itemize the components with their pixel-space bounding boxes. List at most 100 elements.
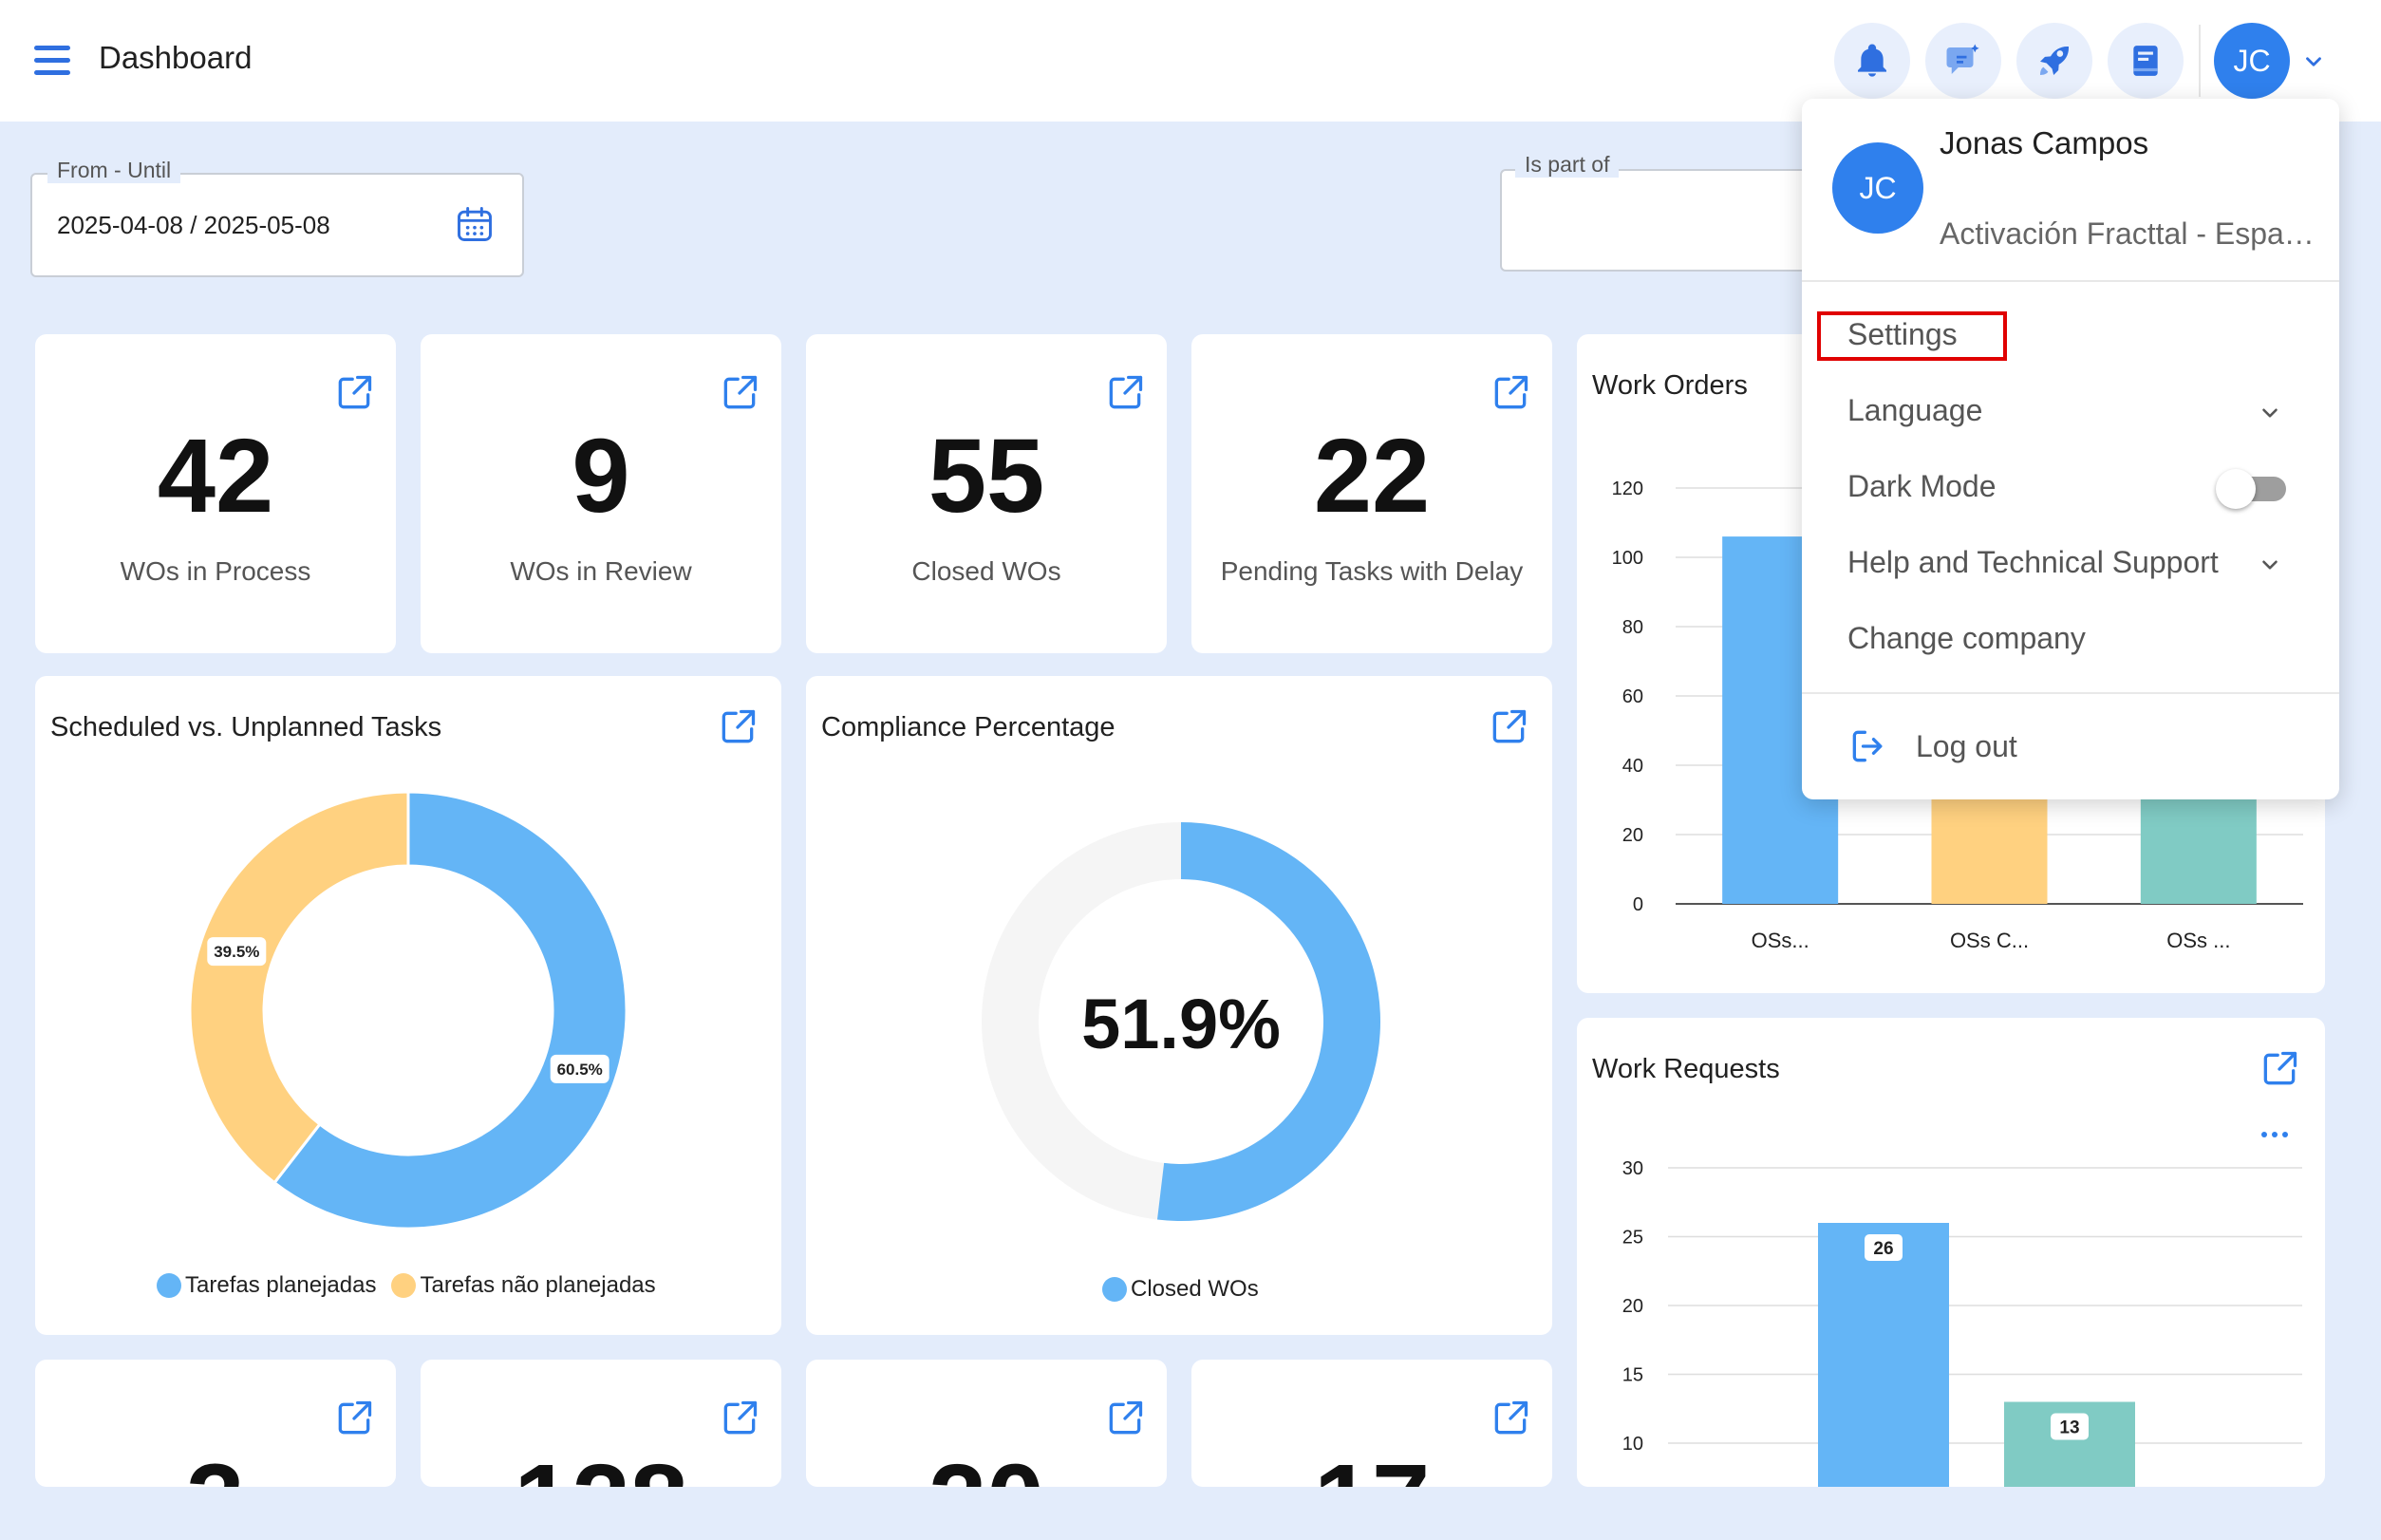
card-title: Compliance Percentage — [821, 712, 1116, 742]
knowledge-base-button[interactable] — [2108, 23, 2184, 99]
kpi-value: 128 — [421, 1441, 781, 1487]
kpi-value: 22 — [1313, 418, 1431, 535]
x-tick-label: OSs ... — [2166, 929, 2230, 952]
scheduled-donut-chart: 60.5% 39.5% — [188, 790, 628, 1230]
menu-item-logout[interactable]: Log out — [1916, 729, 2017, 763]
kpi-card-closed-wos[interactable]: 55 Closed WOs — [806, 334, 1167, 653]
kpi-card-bottom[interactable]: 20 — [806, 1360, 1167, 1487]
open-external-icon[interactable] — [717, 706, 759, 748]
bar-value-label: 26 — [1873, 1239, 1893, 1259]
open-external-icon[interactable] — [1104, 1398, 1146, 1439]
y-tick-label: 0 — [1633, 894, 1643, 915]
whats-new-button[interactable] — [2016, 23, 2092, 99]
more-options-icon[interactable] — [2260, 1130, 2289, 1139]
kpi-label: WOs in Process — [120, 556, 311, 586]
bell-icon — [1858, 44, 1886, 77]
user-avatar-button[interactable]: JC — [2214, 23, 2290, 99]
y-tick-label: 40 — [1622, 756, 1643, 777]
open-external-icon[interactable] — [1104, 372, 1146, 414]
kpi-value: 17 — [1191, 1441, 1552, 1487]
kpi-value: 55 — [928, 418, 1045, 535]
kpi-card-bottom[interactable]: 128 — [421, 1360, 781, 1487]
legend-swatch — [157, 1273, 181, 1298]
rocket-icon — [2040, 47, 2069, 75]
logout-icon[interactable] — [1847, 725, 1889, 767]
open-external-icon[interactable] — [719, 372, 760, 414]
date-range-label: From - Until — [47, 158, 181, 183]
menu-item-settings[interactable]: Settings — [1847, 317, 1958, 351]
kpi-value: 20 — [806, 1441, 1167, 1487]
kpi-card-wos-in-review[interactable]: 9 WOs in Review — [421, 334, 781, 653]
menu-item-change-company[interactable]: Change company — [1847, 621, 2086, 655]
work-requests-bar-chart: 10 15 20 25 30 26 13 — [1622, 1158, 2302, 1487]
x-tick-label: OSs... — [1752, 929, 1809, 952]
y-tick-label: 15 — [1622, 1365, 1643, 1386]
open-external-icon[interactable] — [2259, 1048, 2300, 1090]
y-tick-label: 100 — [1612, 548, 1643, 569]
assistant-chat-button[interactable] — [1925, 23, 2001, 99]
compliance-center-value: 51.9% — [1081, 985, 1281, 1063]
open-external-icon[interactable] — [719, 1398, 760, 1439]
open-external-icon[interactable] — [333, 1398, 375, 1439]
donut-slice[interactable] — [188, 790, 410, 1185]
slice-value-label: 60.5% — [557, 1061, 603, 1079]
legend-swatch — [391, 1273, 417, 1298]
notifications-button[interactable] — [1834, 23, 1910, 99]
work-requests-card: Work Requests 10 15 20 25 30 26 13 — [1577, 1018, 2325, 1487]
chart-legend: Closed WOs — [1102, 1276, 1259, 1303]
y-tick-label: 20 — [1622, 1296, 1643, 1317]
slice-value-bubble — [207, 937, 267, 967]
user-menu-avatar: JC — [1832, 142, 1923, 234]
kpi-card-wos-in-process[interactable]: 42 WOs in Process — [35, 334, 396, 653]
open-external-icon[interactable] — [333, 372, 375, 414]
donut-slice[interactable] — [1156, 822, 1380, 1221]
kpi-value: 42 — [157, 418, 274, 535]
legend-label[interactable]: Tarefas não planejadas — [420, 1272, 656, 1298]
chart-legend: Tarefas planejadas Tarefas não planejada… — [157, 1272, 656, 1299]
settings-highlight-box — [1817, 311, 2007, 361]
y-tick-label: 10 — [1622, 1434, 1643, 1455]
y-tick-label: 20 — [1622, 825, 1643, 846]
kpi-card-pending-tasks-delay[interactable]: 22 Pending Tasks with Delay — [1191, 334, 1552, 653]
chevron-down-icon[interactable] — [2258, 553, 2282, 577]
is-part-of-label: Is part of — [1515, 152, 1620, 178]
donut-slice[interactable] — [272, 790, 628, 1230]
open-external-icon[interactable] — [1488, 706, 1529, 748]
menu-divider — [1802, 692, 2339, 694]
y-tick-label: 60 — [1622, 686, 1643, 707]
legend-label[interactable]: Closed WOs — [1131, 1276, 1259, 1302]
date-range-field[interactable] — [30, 173, 524, 277]
dark-mode-toggle[interactable] — [2216, 469, 2288, 509]
compliance-card: Compliance Percentage 51.9% Closed WOs — [806, 676, 1552, 1335]
menu-item-language[interactable]: Language — [1847, 393, 1983, 427]
kpi-label: Pending Tasks with Delay — [1220, 556, 1524, 586]
open-external-icon[interactable] — [1490, 1398, 1531, 1439]
header-divider — [2199, 25, 2201, 97]
book-icon — [2133, 46, 2158, 76]
kpi-label: WOs in Review — [510, 556, 692, 586]
slice-value-bubble — [550, 1054, 609, 1083]
bar-value-label: 13 — [2059, 1418, 2079, 1438]
menu-divider — [1802, 280, 2339, 282]
menu-item-help-support[interactable]: Help and Technical Support — [1847, 545, 2219, 579]
kpi-card-bottom[interactable]: 17 — [1191, 1360, 1552, 1487]
scheduled-unplanned-card: Scheduled vs. Unplanned Tasks 60.5% 39.5%… — [35, 676, 781, 1335]
legend-label[interactable]: Tarefas planejadas — [185, 1272, 377, 1298]
bar[interactable] — [1818, 1223, 1949, 1487]
calendar-icon[interactable] — [454, 203, 496, 245]
user-menu-company[interactable]: Activación Fracttal - Español — [1940, 216, 2319, 251]
y-tick-label: 25 — [1622, 1228, 1643, 1249]
kpi-card-bottom[interactable]: 3 — [35, 1360, 396, 1487]
kpi-label: Closed WOs — [911, 556, 1061, 586]
page-title: Dashboard — [99, 40, 253, 75]
open-external-icon[interactable] — [1490, 372, 1531, 414]
y-tick-label: 80 — [1622, 617, 1643, 638]
chat-sparkle-icon — [1946, 44, 1979, 74]
kpi-value: 3 — [35, 1441, 396, 1487]
y-tick-label: 30 — [1622, 1158, 1643, 1179]
card-title: Scheduled vs. Unplanned Tasks — [50, 712, 442, 742]
chevron-down-icon[interactable] — [2301, 49, 2326, 74]
chevron-down-icon[interactable] — [2258, 401, 2282, 425]
user-menu-name: Jonas Campos — [1940, 125, 2149, 160]
hamburger-menu-icon[interactable] — [34, 46, 72, 76]
